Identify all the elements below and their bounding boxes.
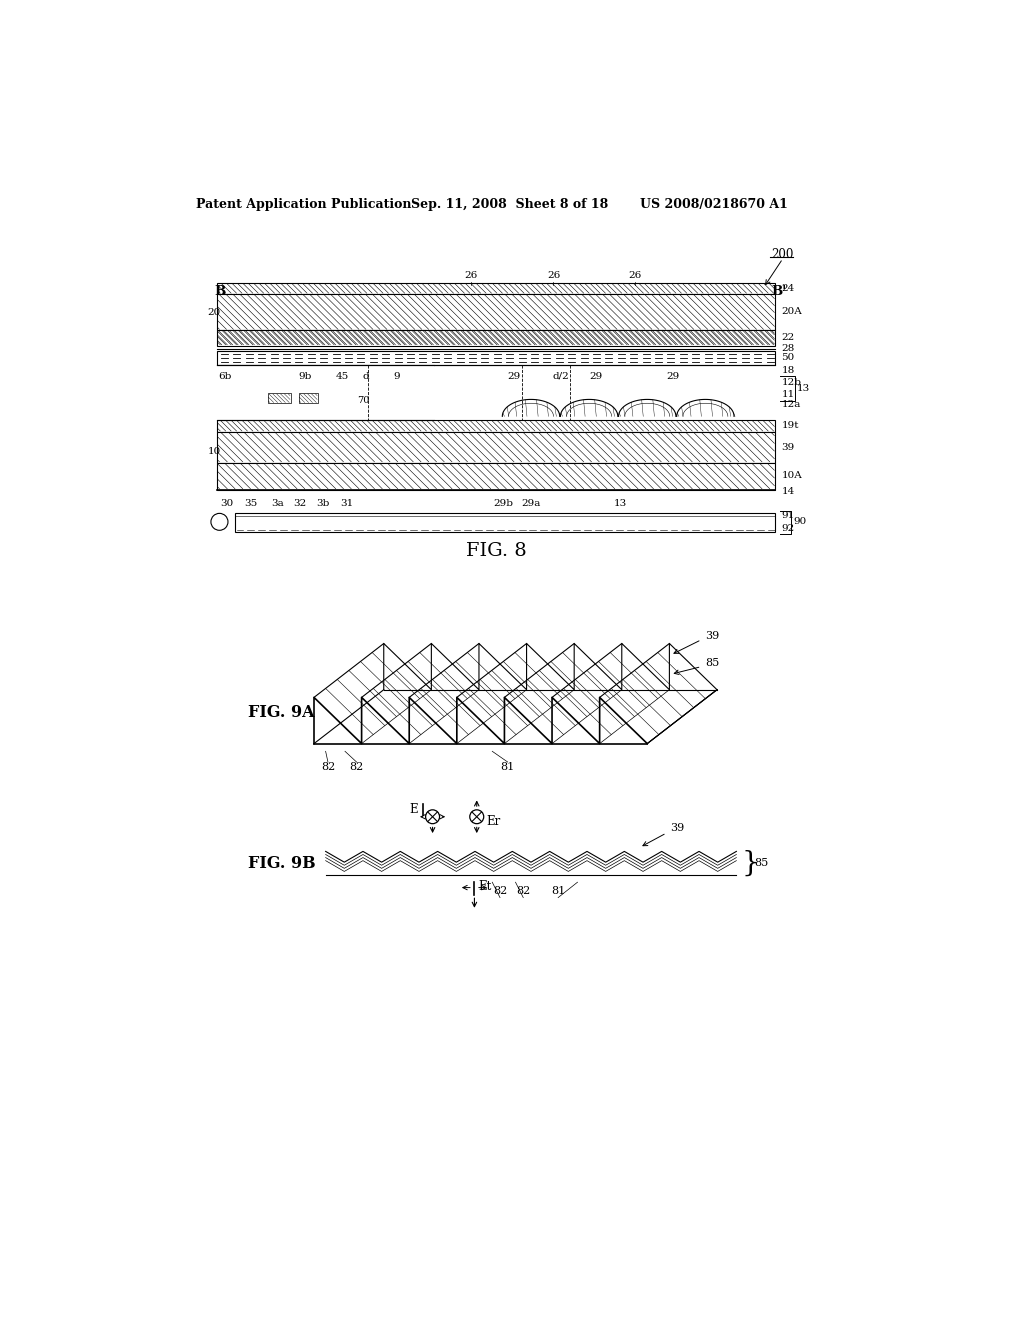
Text: 26: 26 bbox=[465, 271, 478, 280]
Bar bbox=[217, 294, 775, 330]
Text: 13: 13 bbox=[614, 499, 628, 508]
Text: 26: 26 bbox=[629, 271, 641, 280]
Text: 6b: 6b bbox=[219, 372, 232, 380]
Text: 11: 11 bbox=[781, 389, 795, 399]
Bar bbox=[217, 420, 775, 432]
Text: Et: Et bbox=[478, 880, 492, 894]
Text: 82: 82 bbox=[349, 762, 364, 772]
Bar bbox=[217, 284, 775, 294]
Text: 85: 85 bbox=[706, 657, 720, 668]
Text: 19t: 19t bbox=[781, 421, 799, 430]
Text: FIG. 8: FIG. 8 bbox=[466, 543, 526, 560]
Text: 12a: 12a bbox=[781, 400, 801, 409]
Text: 28: 28 bbox=[781, 345, 795, 352]
Text: 35: 35 bbox=[244, 499, 257, 508]
Text: 32: 32 bbox=[294, 499, 306, 508]
Text: 39: 39 bbox=[706, 631, 720, 640]
Text: 29a: 29a bbox=[521, 499, 541, 508]
Text: 20A: 20A bbox=[781, 308, 802, 315]
Text: 82: 82 bbox=[321, 762, 335, 772]
Text: 20: 20 bbox=[207, 308, 220, 317]
Text: 81: 81 bbox=[551, 887, 565, 896]
Text: 29: 29 bbox=[666, 372, 679, 380]
Text: FIG. 9B: FIG. 9B bbox=[248, 855, 315, 873]
Text: 14: 14 bbox=[781, 487, 795, 495]
Bar bbox=[234, 512, 775, 532]
Text: 10A: 10A bbox=[781, 471, 802, 480]
Text: 18: 18 bbox=[781, 367, 795, 375]
Text: 31: 31 bbox=[341, 499, 354, 508]
Text: 70: 70 bbox=[356, 396, 369, 405]
Text: B': B' bbox=[771, 285, 786, 298]
Text: 39: 39 bbox=[671, 824, 685, 833]
Text: d: d bbox=[362, 372, 369, 380]
Text: Sep. 11, 2008  Sheet 8 of 18: Sep. 11, 2008 Sheet 8 of 18 bbox=[411, 198, 608, 211]
Text: 22: 22 bbox=[781, 334, 795, 342]
Bar bbox=[217, 462, 775, 490]
Text: E: E bbox=[410, 803, 418, 816]
Bar bbox=[217, 364, 434, 420]
Text: 13: 13 bbox=[797, 384, 810, 393]
Text: B: B bbox=[215, 285, 226, 298]
Text: 50: 50 bbox=[781, 354, 795, 362]
Text: 91: 91 bbox=[781, 511, 795, 520]
Text: }: } bbox=[741, 850, 760, 876]
Text: 90: 90 bbox=[793, 517, 806, 527]
Text: 10: 10 bbox=[208, 446, 221, 455]
Text: 12b: 12b bbox=[781, 378, 802, 387]
Text: 29b: 29b bbox=[494, 499, 513, 508]
Bar bbox=[217, 351, 775, 364]
Text: 81: 81 bbox=[501, 762, 515, 772]
Bar bbox=[217, 432, 775, 462]
Text: Er: Er bbox=[486, 814, 501, 828]
Text: 3a: 3a bbox=[271, 499, 284, 508]
Text: 45: 45 bbox=[336, 372, 349, 380]
Bar bbox=[267, 393, 291, 404]
Bar bbox=[299, 393, 317, 404]
Text: 30: 30 bbox=[220, 499, 233, 508]
Bar bbox=[217, 330, 775, 346]
Text: 82: 82 bbox=[516, 887, 530, 896]
Text: 29: 29 bbox=[589, 372, 602, 380]
Text: d/2: d/2 bbox=[553, 372, 569, 380]
Text: 24: 24 bbox=[781, 284, 795, 293]
Text: 39: 39 bbox=[781, 442, 795, 451]
Text: 9: 9 bbox=[393, 372, 399, 380]
Text: 9b: 9b bbox=[299, 372, 312, 380]
Text: 29: 29 bbox=[508, 372, 521, 380]
Text: 3b: 3b bbox=[316, 499, 330, 508]
Text: 92: 92 bbox=[781, 524, 795, 533]
Text: 82: 82 bbox=[493, 887, 507, 896]
Text: FIG. 9A: FIG. 9A bbox=[248, 705, 314, 721]
Text: 26: 26 bbox=[547, 271, 560, 280]
Text: Patent Application Publication: Patent Application Publication bbox=[197, 198, 412, 211]
Text: US 2008/0218670 A1: US 2008/0218670 A1 bbox=[640, 198, 787, 211]
Text: 200: 200 bbox=[771, 248, 794, 261]
Text: 85: 85 bbox=[755, 858, 768, 869]
